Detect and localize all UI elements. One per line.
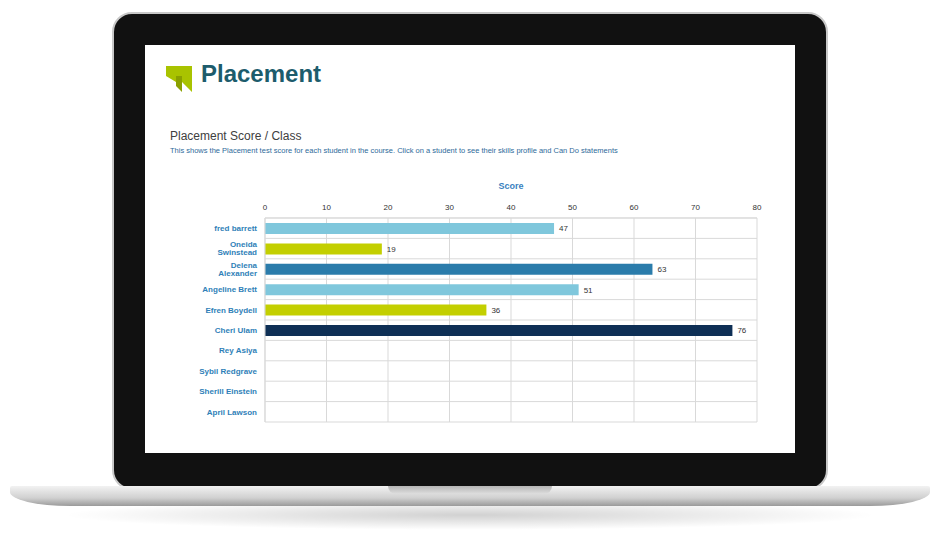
svg-text:DelenaAlexander: DelenaAlexander [218, 261, 257, 278]
svg-text:Sybil Redgrave: Sybil Redgrave [199, 367, 257, 376]
svg-text:Sherill Einstein: Sherill Einstein [199, 387, 257, 396]
svg-text:April Lawson: April Lawson [207, 408, 257, 417]
svg-text:63: 63 [657, 265, 666, 274]
svg-text:fred barrett: fred barrett [214, 224, 257, 233]
svg-text:0: 0 [263, 203, 268, 212]
svg-text:50: 50 [568, 203, 577, 212]
svg-text:30: 30 [445, 203, 454, 212]
html-text:Placement: Placement [201, 60, 322, 87]
html-text:Placement Score / Class: Placement Score / Class [170, 129, 302, 143]
svg-text:70: 70 [691, 203, 700, 212]
svg-text:20: 20 [384, 203, 393, 212]
svg-text:Cheri Ulam: Cheri Ulam [215, 326, 257, 335]
svg-text:40: 40 [507, 203, 516, 212]
svg-text:60: 60 [630, 203, 639, 212]
svg-text:Efren Boydell: Efren Boydell [205, 306, 257, 315]
svg-text:51: 51 [584, 286, 593, 295]
svg-text:Rey Asiya: Rey Asiya [219, 346, 258, 355]
svg-text:76: 76 [737, 326, 746, 335]
svg-text:10: 10 [322, 203, 331, 212]
html-text:This shows the Placement test: This shows the Placement test score for … [170, 146, 618, 155]
svg-text:36: 36 [491, 306, 500, 315]
svg-text:Angeline Brett: Angeline Brett [202, 285, 257, 294]
svg-text:OneidaSwinstead: OneidaSwinstead [217, 240, 257, 257]
html-text:Score: Score [498, 181, 524, 191]
svg-text:47: 47 [559, 224, 568, 233]
svg-text:19: 19 [387, 245, 396, 254]
svg-text:80: 80 [753, 203, 762, 212]
